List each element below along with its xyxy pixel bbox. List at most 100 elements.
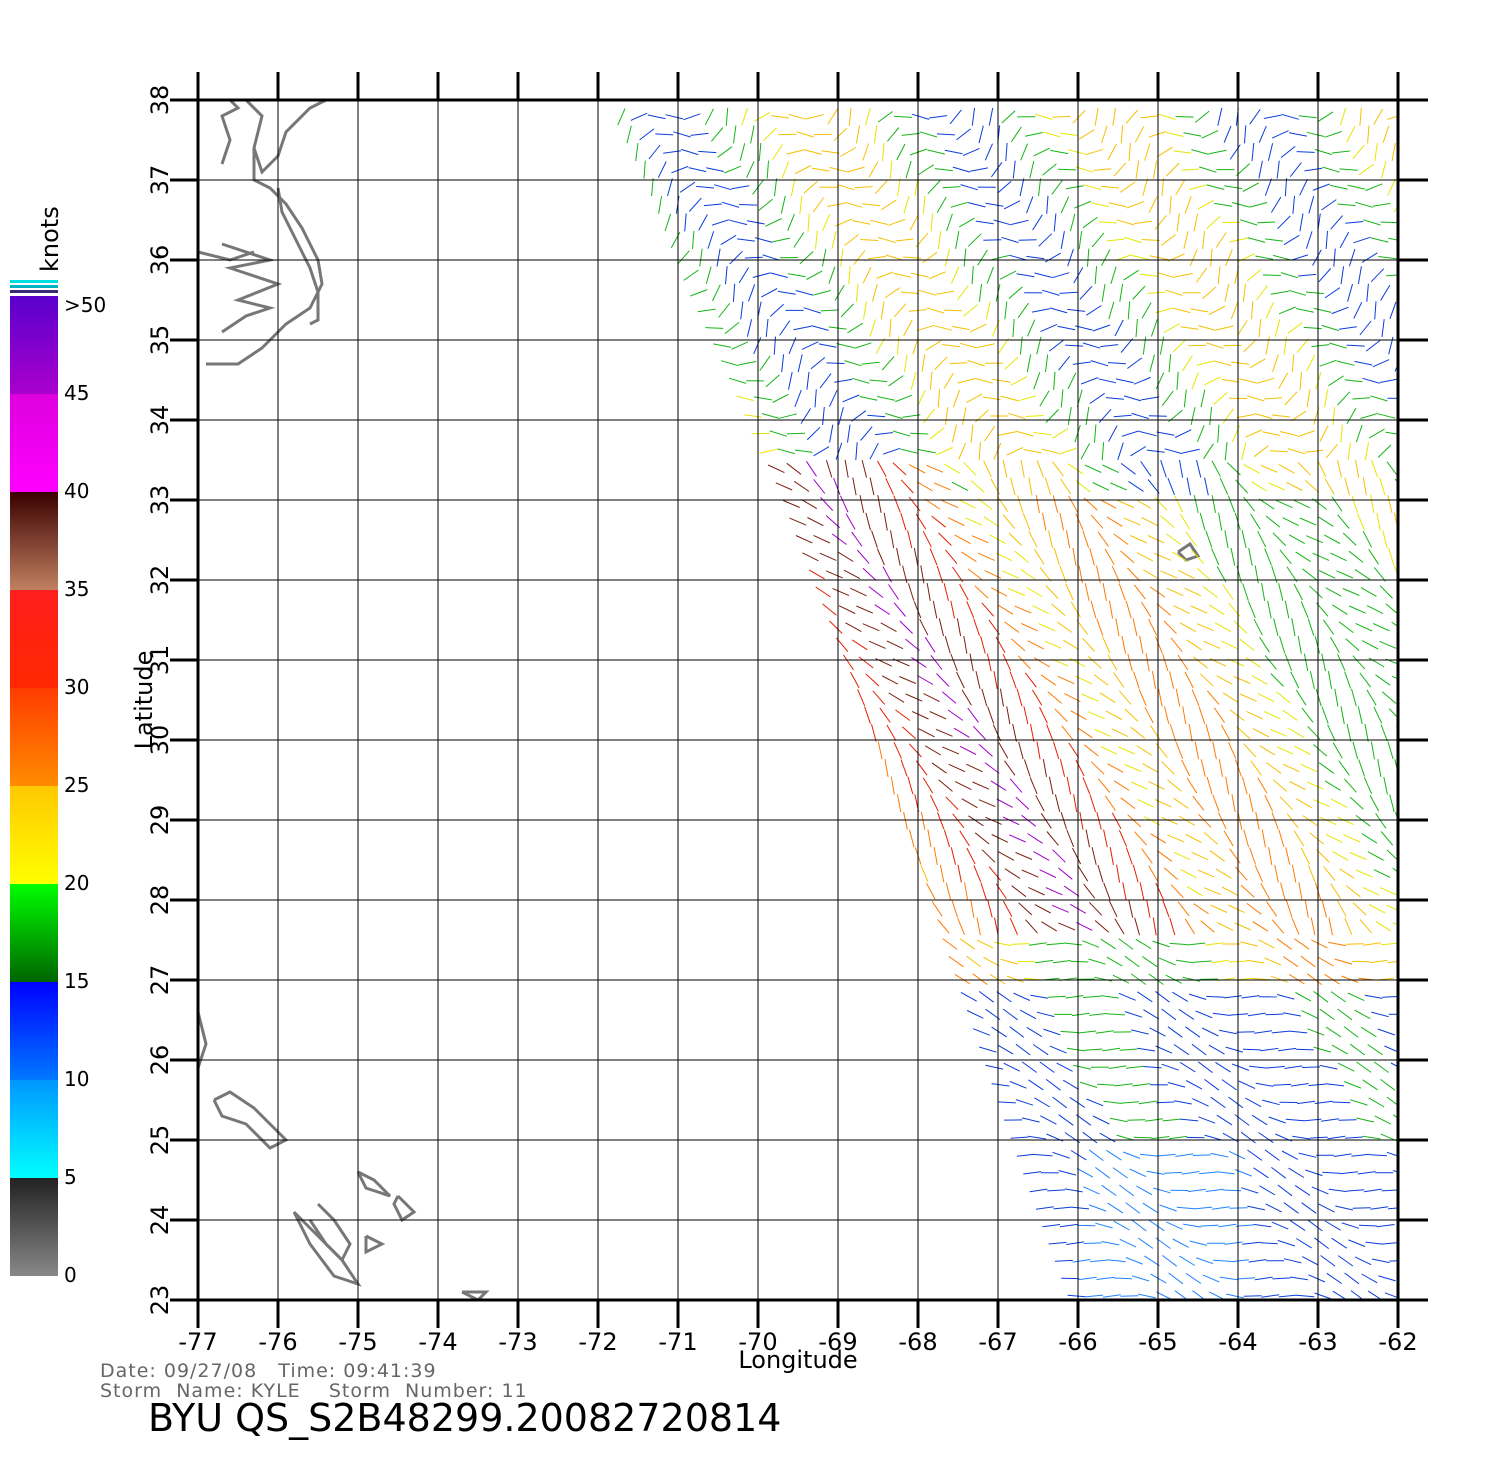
wind-vector (1203, 640, 1221, 649)
wind-vector (1146, 449, 1165, 453)
wind-vector (1181, 759, 1191, 777)
wind-vector (1179, 513, 1191, 530)
wind-vector (1307, 865, 1316, 883)
x-tick-label: -66 (1058, 1328, 1097, 1356)
wind-vector (1165, 974, 1182, 984)
wind-vector (732, 283, 736, 302)
wind-vector (1260, 883, 1271, 900)
wind-vector (1314, 635, 1321, 654)
wind-vector (1169, 195, 1172, 214)
y-tick-label: 32 (146, 565, 174, 596)
wind-vector (1193, 495, 1199, 513)
wind-vector (1243, 464, 1260, 474)
wind-vector (769, 303, 784, 317)
wind-vector (1130, 781, 1148, 790)
wind-vector (1341, 975, 1359, 983)
wind-vector (869, 442, 879, 460)
wind-vector (1368, 1154, 1387, 1157)
wind-vector (1062, 1079, 1079, 1090)
colorbar-cap (10, 280, 58, 283)
wind-vector (1114, 1083, 1133, 1087)
wind-vector (1348, 1239, 1366, 1247)
wind-vector (967, 233, 982, 247)
wind-vector (1204, 1078, 1220, 1091)
wind-vector (1262, 431, 1281, 436)
wind-vector (1022, 513, 1031, 531)
wind-vector (1011, 885, 1027, 898)
wind-vector (801, 341, 819, 350)
wind-vector (1247, 1149, 1263, 1161)
wind-vector (1386, 274, 1398, 277)
wind-vector (1033, 851, 1050, 861)
wind-vector (1181, 448, 1200, 454)
wind-vector (881, 356, 895, 371)
wind-vector (957, 378, 976, 384)
wind-vector (1067, 248, 1074, 267)
wind-vector (1354, 568, 1371, 580)
wind-vector (1020, 143, 1028, 161)
wind-vector (1331, 496, 1343, 512)
wind-vector (1283, 1202, 1299, 1214)
wind-vector (1361, 1273, 1378, 1284)
wind-vector (1113, 1277, 1133, 1280)
wind-vector (1026, 354, 1032, 373)
wind-vector (1166, 533, 1182, 545)
wind-vector (707, 231, 715, 249)
wind-vector (1375, 813, 1387, 829)
wind-vector (944, 636, 951, 654)
wind-vector (1251, 481, 1268, 492)
wind-vector (942, 186, 961, 189)
wind-vector (1273, 618, 1279, 637)
wind-vector (795, 290, 814, 296)
wind-vector (1337, 391, 1351, 406)
wind-vector (1210, 1096, 1226, 1109)
colorbar-label: 20 (64, 871, 89, 895)
wind-vector (772, 237, 791, 243)
wind-vector (1143, 569, 1160, 580)
wind-vector (1298, 1152, 1317, 1158)
wind-vector (1271, 1030, 1290, 1034)
wind-vector (1330, 798, 1348, 808)
wind-vector (1103, 829, 1108, 848)
wind-vector (1261, 583, 1266, 601)
wind-vector (1203, 887, 1221, 896)
wind-vector (1163, 867, 1179, 880)
wind-vector (1082, 777, 1091, 795)
wind-vector (1335, 1205, 1354, 1211)
wind-vector (1331, 150, 1350, 154)
wind-vector (1340, 424, 1343, 443)
wind-vector (1094, 728, 1112, 737)
wind-vector (1119, 1184, 1135, 1197)
colorbar-label: 45 (64, 381, 89, 405)
wind-vector (1368, 549, 1380, 565)
wind-vector (1387, 178, 1396, 196)
wind-vector (746, 161, 755, 179)
wind-vector (1033, 432, 1052, 436)
wind-vector (1188, 723, 1193, 742)
wind-vector (1262, 274, 1281, 276)
wind-vector (1139, 882, 1145, 901)
wind-vector (950, 600, 955, 619)
wind-vector (895, 709, 911, 721)
wind-vector (698, 150, 717, 154)
wind-vector (1309, 1136, 1328, 1139)
wind-vector (886, 724, 897, 741)
wind-vector (1125, 1257, 1143, 1265)
wind-vector (1231, 361, 1250, 365)
wind-vector (1124, 236, 1142, 244)
wind-vector (993, 941, 1012, 947)
wind-vector (1148, 973, 1164, 985)
wind-vector (801, 498, 818, 510)
wind-vector (1136, 552, 1154, 562)
wind-vector (779, 320, 791, 336)
wind-vector (1327, 1135, 1346, 1140)
wind-vector (1333, 1153, 1352, 1157)
wind-vector (923, 408, 935, 424)
wind-vector (1021, 814, 1037, 827)
wind-vector (1067, 463, 1084, 475)
wind-vector (1050, 149, 1069, 155)
wind-vector (1291, 864, 1297, 883)
wind-vector (1399, 319, 1403, 337)
wind-vector (950, 201, 969, 208)
wind-vector (1108, 1065, 1127, 1069)
